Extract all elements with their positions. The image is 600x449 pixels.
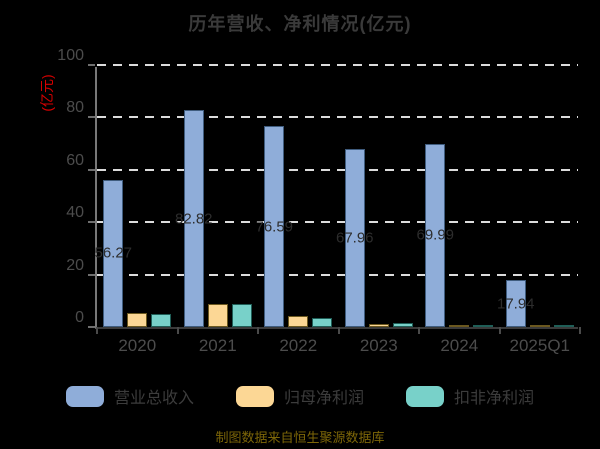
net-profit-bar (288, 316, 309, 327)
y-tick-label-100: 100 (57, 47, 84, 64)
plot-area: 0 20 40 60 80 100 2020 2021 2022 2023 2024 2025Q1 56… (57, 47, 581, 355)
x-tick-label-2023: 2023 (359, 336, 398, 355)
deducted-net-profit-bar (553, 325, 574, 327)
revenue-bar (264, 126, 285, 327)
chart-title: 历年营收、净利情况(亿元) (188, 14, 412, 34)
y-tick-20 (88, 273, 95, 276)
y-tick-0 (88, 326, 95, 328)
x-tick-label-2025Q1: 2025Q1 (509, 336, 571, 355)
revenue-value-label: 76.59 (255, 218, 294, 236)
x-tick-5 (498, 327, 501, 334)
x-tick-label-2024: 2024 (440, 336, 479, 355)
deducted-net-profit-bar (231, 303, 252, 327)
x-tick-6 (579, 327, 581, 334)
x-tick-label-2022: 2022 (279, 336, 318, 355)
net-profit-bar (207, 303, 228, 327)
net-profit-legend-swatch (235, 385, 274, 407)
data-source-note: 制图数据来自恒生聚源数据库 (215, 430, 385, 445)
legend-item-deducted-net-profit[interactable]: 扣非净利润 (406, 384, 534, 408)
revenue-value-label: 56.27 (94, 244, 133, 262)
revenue-legend-swatch (65, 385, 104, 407)
net-profit-legend-label: 归母净利润 (283, 390, 364, 407)
gridline-20 (97, 273, 578, 276)
y-tick-40 (88, 221, 95, 224)
net-profit-bar (368, 323, 389, 327)
y-tick-60 (88, 168, 95, 171)
y-tick-label-20: 20 (66, 256, 84, 274)
x-tick-label-2021: 2021 (198, 336, 237, 355)
revenue-value-label: 69.99 (416, 226, 455, 244)
deducted-net-profit-bar (473, 325, 494, 327)
y-tick-80 (88, 116, 95, 119)
y-tick-label-0: 0 (75, 309, 84, 326)
y-tick-label-40: 40 (66, 204, 84, 222)
deducted-net-profit-bar (392, 322, 413, 327)
net-profit-bar (529, 325, 550, 327)
revenue-value-label: 17.94 (496, 295, 535, 312)
x-tick-4 (418, 327, 420, 334)
revenue-bar (425, 143, 446, 327)
deducted-net-profit-legend-label: 扣非净利润 (454, 390, 535, 407)
revenue-bar (183, 110, 204, 327)
x-tick-0 (96, 327, 98, 334)
revenue-bar (344, 148, 365, 327)
y-tick-100 (88, 64, 95, 66)
revenue-value-label: 67.96 (335, 229, 374, 247)
x-tick-3 (337, 327, 340, 334)
legend-item-net-profit[interactable]: 归母净利润 (235, 384, 364, 408)
revenue-bar (103, 179, 124, 327)
y-tick-label-80: 80 (66, 99, 84, 117)
x-tick-2 (257, 327, 259, 334)
deducted-net-profit-bar (312, 317, 333, 327)
deducted-net-profit-legend-swatch (406, 385, 444, 407)
gridline-60 (97, 168, 578, 171)
x-tick-1 (176, 327, 179, 334)
revenue-legend-label: 营业总收入 (113, 390, 194, 407)
y-axis-unit-label: (亿元) (39, 74, 55, 112)
legend-item-revenue[interactable]: 营业总收入 (65, 384, 194, 408)
x-tick-label-2020: 2020 (118, 336, 157, 355)
gridline-40 (97, 221, 578, 224)
revenue-bar (505, 280, 526, 327)
gridline-100 (97, 64, 578, 66)
legend: 营业总收入 归母净利润 扣非净利润 (0, 384, 600, 408)
net-profit-bar (449, 325, 470, 327)
net-profit-bar (127, 313, 148, 327)
deducted-net-profit-bar (151, 314, 172, 327)
gridline-80 (97, 116, 578, 119)
revenue-value-label: 82.82 (174, 210, 213, 228)
y-tick-label-60: 60 (66, 151, 84, 169)
